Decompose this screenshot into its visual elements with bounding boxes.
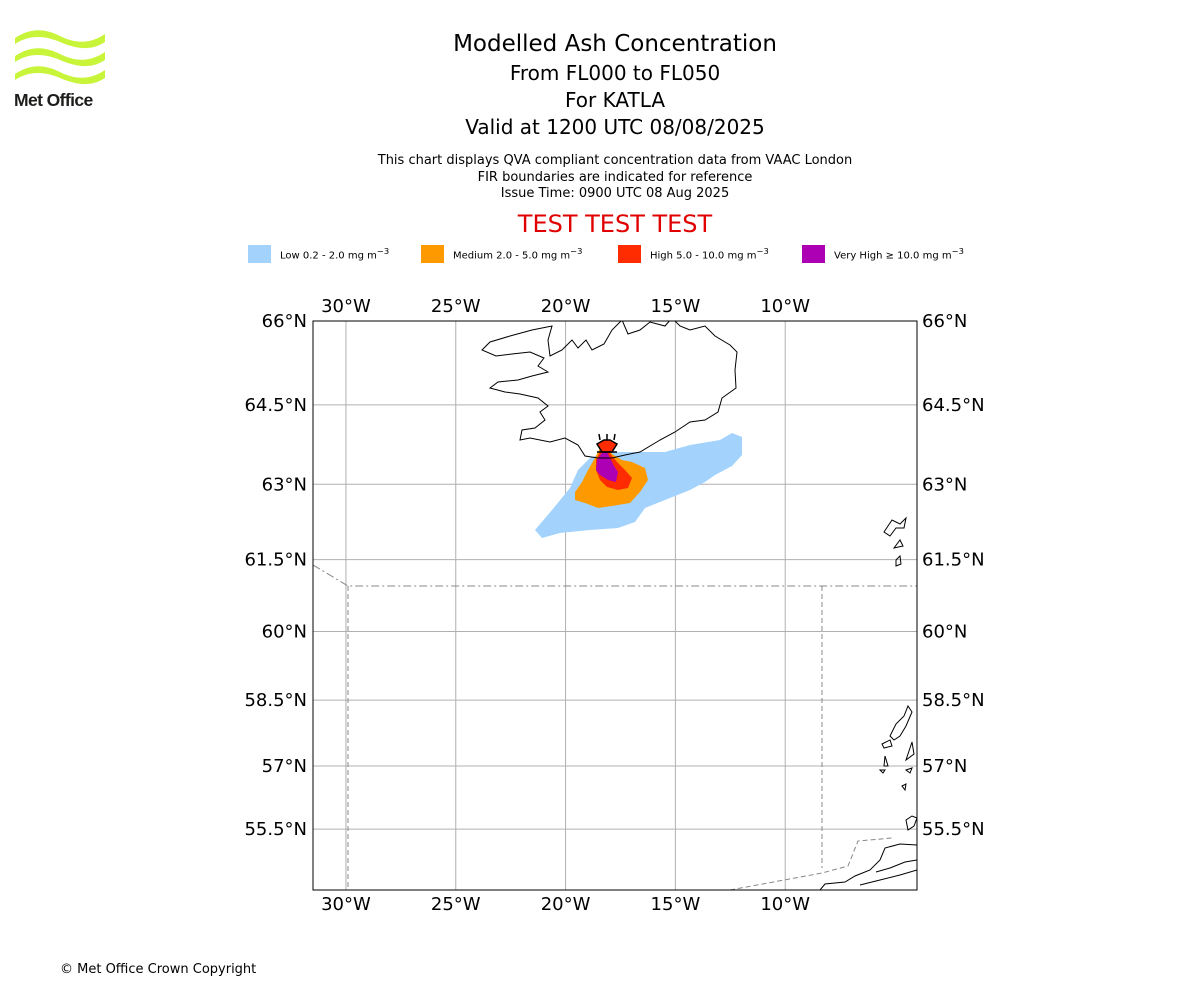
lat-tick-label-right: 66°N [922,311,967,332]
map-frame [312,320,918,891]
legend-item-high: High 5.0 - 10.0 mg m−3 [618,244,769,264]
lon-tick-label-top: 10°W [760,296,810,317]
lat-tick-label-left: 58.5°N [244,690,307,711]
lon-tick-label-top: 30°W [321,296,371,317]
lat-tick-label-right: 63°N [922,474,967,495]
lat-tick-label-left: 63°N [262,474,307,495]
lon-tick-label-top: 25°W [431,296,481,317]
subtitle-qva: This chart displays QVA compliant concen… [377,153,853,168]
legend-label-low: Low 0.2 - 2.0 mg m−3 [280,246,390,262]
lat-tick-label-left: 66°N [262,311,307,332]
legend-label-very-high: Very High ≥ 10.0 mg m−3 [834,246,964,262]
legend-swatch-medium [421,245,444,263]
lat-tick-label-left: 57°N [262,756,307,777]
chart-titles: Modelled Ash Concentration From FL000 to… [315,30,915,238]
lat-tick-label-left: 64.5°N [244,395,307,416]
lon-tick-label-bottom: 10°W [760,894,810,915]
valid-time: Valid at 1200 UTC 08/08/2025 [465,115,765,139]
lat-tick-label-right: 57°N [922,756,967,777]
legend-item-low: Low 0.2 - 2.0 mg m−3 [248,244,389,264]
legend-item-medium: Medium 2.0 - 5.0 mg m−3 [421,244,582,264]
lat-tick-label-left: 60°N [262,622,307,643]
subtitle-fir: FIR boundaries are indicated for referen… [477,169,753,185]
lon-tick-label-top: 20°W [541,296,591,317]
legend-swatch-high [618,245,641,263]
iceland-coastline [481,321,738,459]
lon-tick-label-bottom: 20°W [541,894,591,915]
concentration-legend: Low 0.2 - 2.0 mg m−3 Medium 2.0 - 5.0 mg… [248,244,1008,264]
legend-swatch-low [248,245,271,263]
legend-label-medium: Medium 2.0 - 5.0 mg m−3 [453,246,583,262]
lat-tick-label-right: 61.5°N [922,550,985,571]
lat-tick-label-left: 61.5°N [244,550,307,571]
logo-text: Met Office [14,90,93,110]
volcano-name: For KATLA [565,88,665,112]
lat-tick-label-right: 58.5°N [922,690,985,711]
lon-tick-label-top: 15°W [651,296,701,317]
subtitle-issue-time: Issue Time: 0900 UTC 08 Aug 2025 [500,186,730,201]
lat-tick-label-left: 55.5°N [244,819,307,840]
lat-tick-label-right: 55.5°N [922,819,985,840]
legend-label-high: High 5.0 - 10.0 mg m−3 [650,246,769,262]
flight-level-range: From FL000 to FL050 [509,61,721,85]
map-tick-labels: 30°W 30°W 25°W 25°W 20°W 20°W 15°W 15°W 10°W 10°W… [244,296,984,915]
lon-tick-label-bottom: 15°W [651,894,701,915]
legend-item-very-high: Very High ≥ 10.0 mg m−3 [802,244,964,264]
map-gridlines [313,320,917,890]
volcano-marker-icon [595,433,619,453]
met-office-waves-icon [15,30,105,85]
lon-tick-label-bottom: 25°W [431,894,481,915]
chart-subtitles: This chart displays QVA compliant concen… [315,153,915,203]
fir-boundaries [313,564,917,890]
copyright-notice: © Met Office Crown Copyright [60,962,257,977]
lat-tick-label-right: 64.5°N [922,395,985,416]
coastlines [481,321,917,890]
legend-swatch-very-high [802,245,825,263]
chart-title: Modelled Ash Concentration [453,31,777,57]
lon-tick-label-bottom: 30°W [321,894,371,915]
lat-tick-label-right: 60°N [922,622,967,643]
met-office-logo: Met Office [14,30,110,111]
test-banner: TEST TEST TEST [517,209,713,238]
